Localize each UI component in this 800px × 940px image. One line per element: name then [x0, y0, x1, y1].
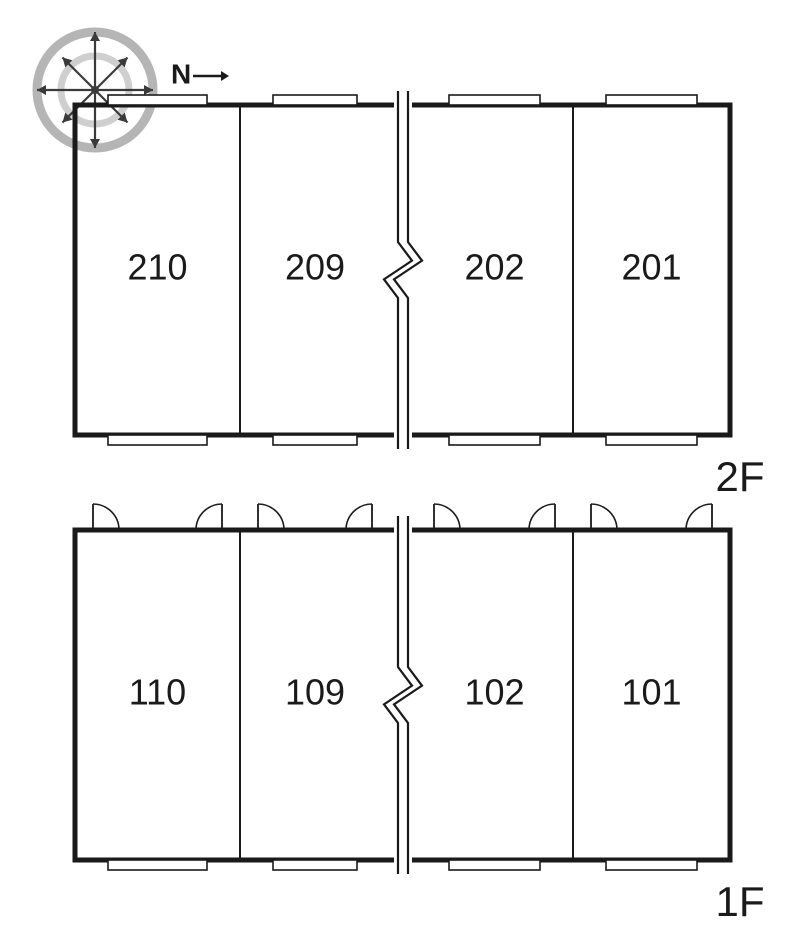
window-icon [449, 860, 540, 870]
door-icon [529, 504, 555, 530]
window-icon [449, 95, 540, 105]
floor-1F: 110 109 102 101 1F [75, 504, 765, 925]
room-number: 201 [621, 247, 681, 288]
floor-label: 2F [715, 453, 764, 500]
room-number: 209 [285, 247, 345, 288]
window-icon [449, 435, 540, 445]
block-outline [75, 105, 394, 435]
block-outline [75, 530, 394, 860]
door-icon [196, 504, 222, 530]
window-icon [606, 435, 697, 445]
window-icon [108, 95, 207, 105]
floorplan-diagram: N 210 209 202 201 2F 110 109 102 101 1F [0, 0, 800, 940]
window-icon [273, 860, 357, 870]
floor-label: 1F [715, 878, 764, 925]
compass-icon: N [37, 32, 229, 148]
door-icon [346, 504, 372, 530]
room-number: 210 [127, 247, 187, 288]
window-icon [273, 95, 357, 105]
compass-north-label: N [171, 58, 191, 89]
window-icon [273, 435, 357, 445]
door-icon [591, 504, 617, 530]
door-icon [93, 504, 119, 530]
window-icon [108, 860, 207, 870]
window-icon [108, 435, 207, 445]
door-icon [434, 504, 460, 530]
room-number: 202 [464, 247, 524, 288]
door-icon [258, 504, 284, 530]
floor-2F: 210 209 202 201 2F [75, 91, 765, 500]
room-number: 102 [464, 672, 524, 713]
room-number: 110 [129, 672, 186, 713]
window-icon [606, 860, 697, 870]
door-icon [686, 504, 712, 530]
room-number: 109 [285, 672, 345, 713]
window-icon [606, 95, 697, 105]
room-number: 101 [621, 672, 681, 713]
block-outline [412, 105, 730, 435]
block-outline [412, 530, 730, 860]
